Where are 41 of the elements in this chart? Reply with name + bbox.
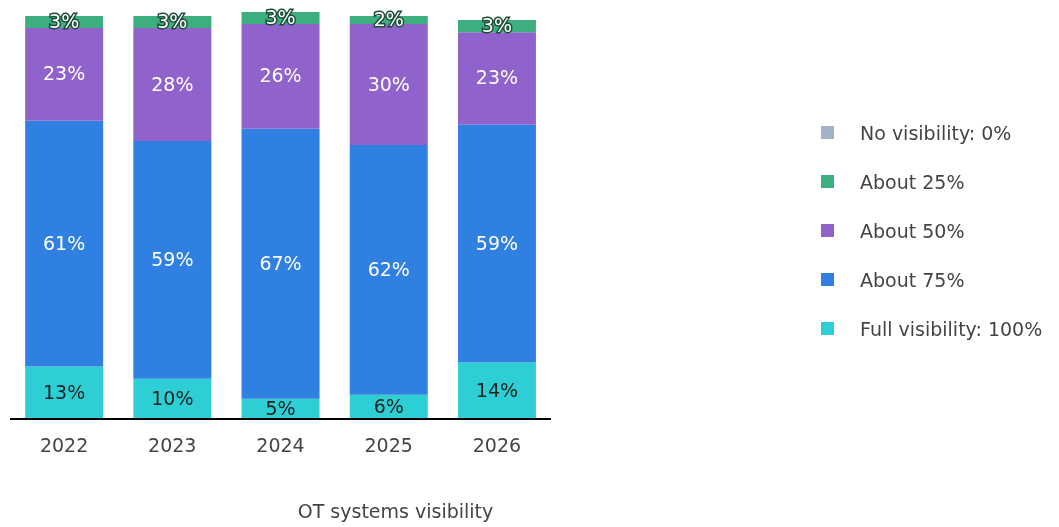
x-axis-title: OT systems visibility — [296, 500, 495, 522]
data-label: 67% — [259, 251, 302, 274]
data-label: 3% — [157, 10, 188, 33]
data-label: 10% — [151, 386, 194, 409]
data-label: 5% — [265, 396, 296, 419]
legend-label: About 50% — [860, 219, 965, 242]
data-label: 62% — [367, 257, 410, 280]
legend-label: No visibility: 0% — [860, 121, 1012, 144]
bar — [349, 144, 428, 395]
x-tick-label: 2022 — [39, 434, 89, 457]
x-tick-label: 2026 — [472, 434, 522, 457]
legend-label: About 25% — [860, 170, 965, 193]
data-label: 3% — [481, 14, 513, 37]
data-label: 13% — [43, 380, 86, 403]
x-tick-label: 2025 — [364, 434, 413, 457]
bar — [241, 128, 320, 399]
bar — [241, 24, 320, 129]
legend-label: About 75% — [860, 268, 965, 291]
data-label: 14% — [475, 378, 519, 401]
bar — [133, 28, 212, 141]
data-label: 6% — [373, 394, 404, 417]
x-tick-label: 2024 — [256, 434, 305, 457]
data-label: 23% — [475, 66, 519, 89]
data-label: 59% — [151, 247, 194, 270]
bar — [457, 32, 536, 125]
x-tick-label: 2023 — [148, 434, 197, 457]
bar — [25, 366, 104, 419]
data-label: 59% — [475, 231, 519, 254]
bar — [25, 120, 104, 367]
bar — [457, 362, 536, 419]
bar — [25, 28, 104, 121]
bar — [457, 124, 536, 363]
bar — [133, 140, 212, 379]
data-label: 26% — [259, 64, 302, 87]
legend-label: Full visibility: 100% — [860, 317, 1043, 340]
data-label: 3% — [49, 10, 80, 33]
data-label: 28% — [151, 72, 194, 95]
data-label: 30% — [367, 72, 410, 95]
data-label: 23% — [43, 62, 86, 85]
data-label: 3% — [265, 6, 296, 29]
data-label: 61% — [43, 231, 86, 254]
